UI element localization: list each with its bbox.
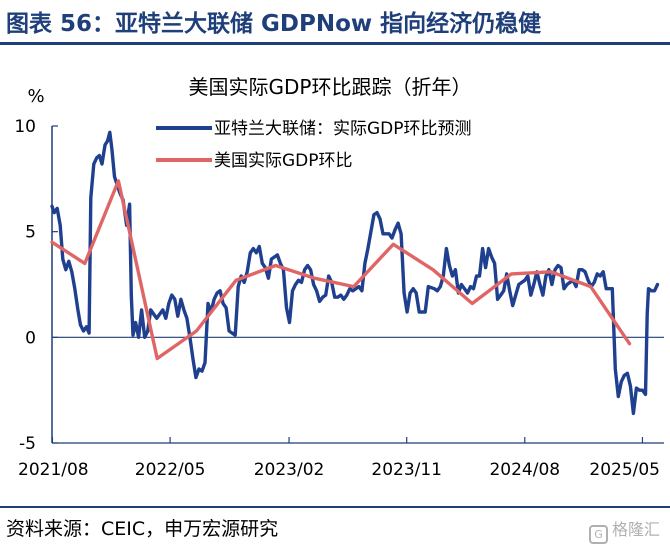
x-tick-label: 2025/05 — [589, 460, 660, 480]
series-line-gdpnow — [50, 130, 660, 416]
y-tick-label: 5 — [25, 223, 36, 243]
watermark-logo-icon: G — [588, 525, 608, 544]
watermark-text: 格隆汇 — [611, 520, 660, 539]
data-lines — [50, 130, 660, 416]
x-tick-label: 2022/05 — [135, 460, 206, 480]
legend-label-gdpnow: 亚特兰大联储：实际GDP环比预测 — [214, 119, 472, 139]
source-note: 资料来源：CEIC，申万宏源研究 — [6, 518, 279, 540]
y-tick-label: 10 — [14, 117, 36, 137]
tick-labels: -5 0 5 10 2021/08 2022/05 2023/02 2023/11 2024/0… — [14, 117, 660, 480]
bottom-rule — [0, 506, 670, 508]
chart-title: 美国实际GDP环比跟踪（折年） — [189, 75, 472, 99]
gdp-tracking-chart: 美国实际GDP环比跟踪（折年） % 亚特兰大联储：实际GDP环比预测 美国实际G… — [14, 75, 664, 480]
axes — [51, 125, 664, 444]
x-tick-label: 2023/11 — [371, 460, 442, 480]
y-axis-unit-label: % — [27, 86, 44, 107]
x-tick-label: 2023/02 — [254, 460, 325, 480]
x-tick-label: 2021/08 — [18, 460, 89, 480]
y-tick-label: -5 — [19, 434, 36, 454]
series-line-actual-gdp — [50, 179, 632, 361]
x-tick-label: 2024/08 — [489, 460, 560, 480]
title-rule — [0, 42, 670, 45]
y-tick-label: 0 — [25, 328, 36, 348]
figure-title: 图表 56：亚特兰大联储 GDPNow 指向经济仍稳健 — [6, 11, 542, 37]
watermark: G 格隆汇 — [588, 516, 660, 544]
chart-legend: 亚特兰大联储：实际GDP环比预测 美国实际GDP环比 — [156, 119, 472, 171]
legend-label-actual-gdp: 美国实际GDP环比 — [214, 151, 353, 171]
